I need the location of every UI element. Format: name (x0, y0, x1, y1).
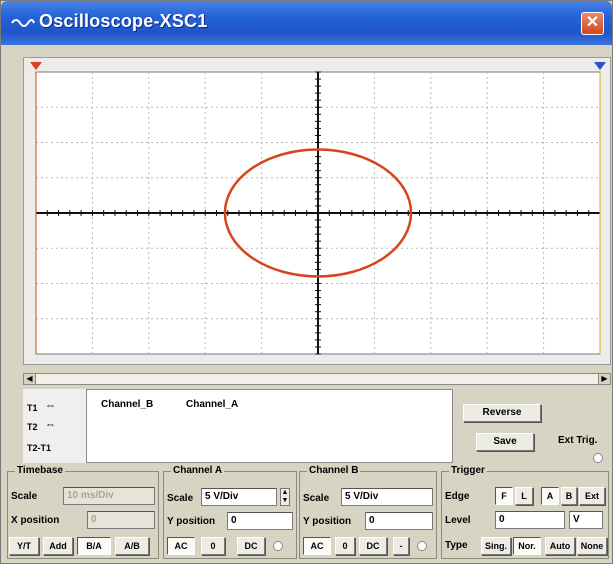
channel-b-radio[interactable] (417, 541, 427, 551)
mode-ba-button[interactable]: B/A (77, 537, 111, 555)
channel-b-dc-button[interactable]: DC (359, 537, 387, 555)
cursor-labels: T1 ⇔ T2 ⇔ T2-T1 (23, 389, 87, 463)
close-button[interactable]: ✕ (581, 12, 604, 35)
mode-add-button[interactable]: Add (43, 537, 73, 555)
trigger-edge-label: Edge (445, 491, 470, 502)
timebase-group (7, 471, 159, 559)
trigger-type-none-button[interactable]: None (577, 537, 607, 555)
channel-b-scale-field[interactable]: 5 V/Div (341, 488, 433, 506)
timebase-scale-field[interactable]: 10 ms/Div (63, 487, 155, 505)
channel-a-zero-button[interactable]: 0 (201, 537, 225, 555)
mode-ab-button[interactable]: A/B (115, 537, 149, 555)
channel-b-ypos-field[interactable]: 0 (365, 512, 433, 530)
cursor-t2-arrows-icon[interactable]: ⇔ (45, 419, 56, 431)
trigger-level-label: Level (445, 515, 471, 526)
timebase-xpos-field[interactable]: 0 (87, 511, 155, 529)
channel-a-radio[interactable] (273, 541, 283, 551)
trigger-type-normal-button[interactable]: Nor. (513, 537, 541, 555)
trigger-edge-falling-button[interactable]: L (515, 487, 533, 505)
display-canvas (30, 62, 606, 355)
save-button[interactable]: Save (476, 433, 534, 451)
channel-b-ac-button[interactable]: AC (303, 537, 331, 555)
trigger-type-label: Type (445, 540, 468, 551)
cursor-t1-label: T1 (27, 403, 38, 413)
cursor-1-marker-icon (30, 62, 42, 70)
window-title: Oscilloscope-XSC1 (39, 11, 208, 31)
channel-a-ypos-label: Y position (167, 516, 216, 527)
scroll-right-icon[interactable]: ▶ (598, 374, 610, 384)
ext-trig-radio[interactable] (593, 453, 603, 463)
trace-ellipse (223, 148, 413, 278)
cursor-2-marker-icon (594, 62, 606, 70)
trigger-source-ext-button[interactable]: Ext (579, 487, 605, 505)
horizontal-scrollbar[interactable]: ◀ ▶ (23, 373, 611, 385)
timebase-title: Timebase (15, 465, 65, 476)
cursor-t1-arrows-icon[interactable]: ⇔ (45, 400, 56, 412)
channel-a-ac-button[interactable]: AC (167, 537, 195, 555)
scroll-left-icon[interactable]: ◀ (24, 374, 36, 384)
timebase-xpos-label: X position (11, 515, 60, 526)
channel-b-invert-button[interactable]: - (393, 537, 409, 555)
channel-a-dc-button[interactable]: DC (237, 537, 265, 555)
trigger-level-unit[interactable]: V (569, 511, 603, 529)
channel-a-scale-spinner-icon[interactable]: ▲ ▼ (280, 488, 290, 506)
readout-column-channel-a: Channel_A (186, 399, 239, 410)
channel-a-group (163, 471, 297, 559)
channel-a-scale-label: Scale (167, 493, 194, 504)
readout-panel (23, 389, 453, 463)
channel-a-ypos-field[interactable]: 0 (227, 512, 293, 530)
readout-column-channel-b: Channel_B (101, 399, 154, 410)
trigger-source-b-button[interactable]: B (561, 487, 577, 505)
timebase-scale-label: Scale (11, 491, 38, 502)
channel-b-ypos-label: Y position (303, 516, 352, 527)
channel-b-title: Channel B (307, 465, 361, 476)
channel-b-group (299, 471, 437, 559)
title-bar[interactable]: Oscilloscope-XSC1 ✕ (1, 1, 612, 45)
oscilloscope-icon (11, 19, 35, 27)
trigger-source-a-button[interactable]: A (541, 487, 559, 505)
trigger-type-single-button[interactable]: Sing. (481, 537, 511, 555)
trigger-level-field[interactable]: 0 (495, 511, 565, 529)
channel-a-title: Channel A (171, 465, 225, 476)
mode-yt-button[interactable]: Y/T (9, 537, 39, 555)
channel-a-scale-field[interactable]: 5 V/Div (201, 488, 277, 506)
channel-b-zero-button[interactable]: 0 (335, 537, 355, 555)
cursor-t2-label: T2 (27, 422, 38, 432)
trigger-title: Trigger (449, 465, 487, 476)
reverse-button[interactable]: Reverse (463, 404, 541, 422)
channel-b-scale-label: Scale (303, 493, 330, 504)
trigger-type-auto-button[interactable]: Auto (545, 537, 575, 555)
trigger-edge-rising-button[interactable]: F (495, 487, 513, 505)
trigger-group (441, 471, 609, 559)
ext-trig-label: Ext Trig. (558, 435, 598, 446)
cursor-delta-label: T2-T1 (27, 443, 52, 453)
oscilloscope-screen[interactable] (23, 57, 611, 365)
